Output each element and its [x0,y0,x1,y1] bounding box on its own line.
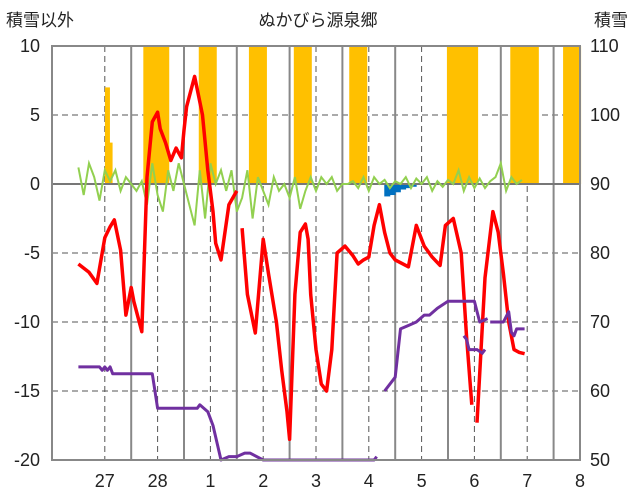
x-tick-label: 7 [522,471,532,491]
series-snow_depth-line [78,299,525,462]
right-axis-title: 積雪 [594,11,628,31]
right-tick-label: 70 [590,312,610,332]
left-tick-label: -10 [14,312,40,332]
chart-title: ぬかびら源泉郷 [259,11,378,31]
precip-rain-bar [384,184,391,197]
right-tick-label: 100 [590,105,620,125]
precip-snow-bar [248,46,267,184]
x-tick-label: 27 [95,471,115,491]
series-wind-line [77,159,523,226]
x-tick-label: 28 [148,471,168,491]
series-temperature-line [77,74,526,442]
right-tick-label: 60 [590,381,610,401]
x-tick-label: 1 [205,471,215,491]
plot-frame [51,45,581,461]
x-tick-label: 5 [417,471,427,491]
precip-rain-bar [394,184,401,193]
precip-snow-bar [104,87,110,184]
left-tick-label: -20 [14,450,40,470]
precip-snow-bar [349,46,368,184]
right-tick-label: 110 [590,36,619,56]
precip-rain-bar [389,184,396,196]
left-tick-label: 0 [30,174,40,194]
left-tick-label: 5 [30,105,40,125]
left-axis-title: 積雪以外 [6,11,74,31]
precip-snow-bar [522,128,528,184]
right-tick-label: 50 [590,450,610,470]
precip-rain-bar [410,184,417,187]
precip-snow-bar [198,46,217,184]
series-snow_depth-segment [462,334,487,356]
x-tick-label: 2 [258,471,268,491]
precip-snow-bar [460,46,479,184]
precip-rain-bar [405,184,412,189]
precip-snow-bar [293,46,312,184]
x-tick-label: 4 [364,471,374,491]
right-tick-label: 80 [590,243,610,263]
precip-snow-bar [107,142,113,184]
x-tick-label: 3 [311,471,321,491]
left-tick-label: -15 [14,381,40,401]
precip-rain-bar [400,184,407,190]
left-tick-label: 10 [20,36,40,56]
right-tick-label: 90 [590,174,610,194]
x-tick-label: 6 [469,471,479,491]
left-tick-label: -5 [24,243,40,263]
precip-snow-bar [563,46,582,184]
x-tick-label: 8 [575,471,585,491]
precip-snow-bar [151,46,170,184]
